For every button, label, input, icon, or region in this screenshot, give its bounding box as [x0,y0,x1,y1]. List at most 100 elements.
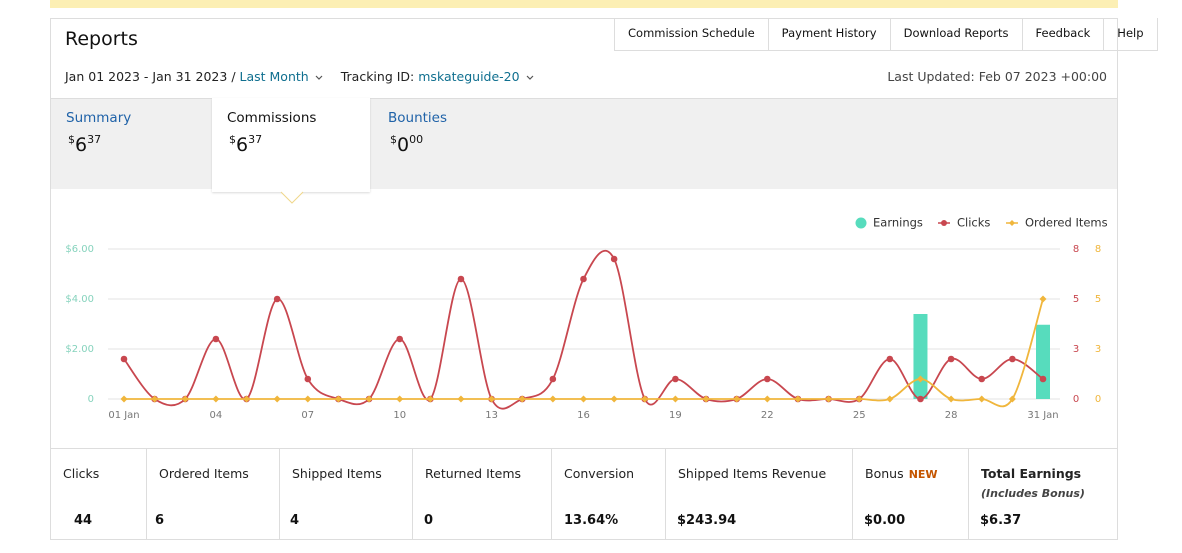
amount-whole: 6 [75,134,88,156]
nav-bar: Commission Schedule Payment History Down… [614,18,1158,51]
x-tick-label: 19 [669,410,682,421]
x-tick-label: 04 [210,410,223,421]
point [886,355,894,363]
stat-value: $243.94 [677,513,737,528]
point [641,395,649,403]
line [123,249,1044,410]
x-tick-label: 22 [761,410,774,421]
point [1039,375,1047,383]
legend-swatch [941,220,947,226]
point [457,275,465,283]
point [488,395,496,403]
point [304,375,312,383]
x-tick-label: 01 Jan [108,410,139,421]
nav-button[interactable]: Download Reports [891,18,1023,50]
point [672,375,679,383]
point [212,395,220,403]
nav-button[interactable]: Commission Schedule [615,18,769,50]
nav-button[interactable]: Help [1104,18,1158,50]
stat-cell: Shipped Items Revenue $243.94 [666,449,853,539]
tab-label: Summary [66,110,132,126]
nav-button[interactable]: Payment History [769,18,891,50]
y-tick-label: 8 [1073,244,1079,255]
point [764,375,771,383]
chevron [526,75,534,80]
stat-value: 4 [290,513,300,528]
y-tick-label: 5 [1073,294,1079,305]
chevron [315,75,323,80]
separator: / [231,69,236,84]
nav-button[interactable]: Feedback [1023,18,1105,50]
point [396,335,404,343]
y-tick-label: 8 [1095,244,1101,255]
legend-swatch [1009,220,1015,226]
reports-card [50,18,1118,540]
x-tick-label: 28 [945,410,958,421]
point [518,395,526,403]
stat-label: Clicks [63,466,100,481]
point [855,395,863,403]
last-updated: Last Updated: Feb 07 2023 +00:00 [887,69,1107,84]
point [304,395,312,403]
stat-value: $0.00 [864,513,906,528]
point [1009,355,1016,363]
y-tick-label: 0 [88,394,94,405]
stat-value: 0 [424,513,434,528]
currency: $ [68,133,75,146]
amount-whole: 0 [397,134,410,156]
point [120,395,128,403]
amount-whole: 6 [236,134,249,156]
active-tab-box [212,98,370,192]
period-dropdown[interactable]: Last Month [239,69,309,84]
point [580,395,587,403]
tracking-dropdown[interactable]: mskateguide-20 [418,69,520,84]
point [334,395,342,403]
amount-fraction: 37 [248,133,263,146]
y-tick-label: 0 [1073,394,1079,405]
stat-cell: Returned Items 0 [413,449,552,539]
point [549,375,557,383]
stat-cell: Conversion 13.64% [552,449,666,539]
stat-value: 44 [74,513,93,528]
tab-band [51,98,1117,189]
point [886,395,894,403]
point [396,395,404,403]
x-tick-label: 10 [393,410,406,421]
point [457,395,465,403]
legend-swatch [855,217,867,229]
y-tick-label: $2.00 [65,344,94,355]
point [212,335,220,343]
amount-fraction: 37 [87,133,102,146]
point [151,395,159,403]
stat-label: Total Earnings [981,466,1082,481]
point [273,295,281,303]
y-tick-label: 3 [1073,344,1079,355]
stat-label: Shipped Items [292,466,382,481]
page-title: Reports [65,28,138,50]
point [549,395,557,403]
bounties-tab[interactable]: Bounties $000 [388,110,447,156]
point [978,375,986,383]
stat-value: $6.37 [980,513,1022,528]
tab-label: Commissions [227,110,317,126]
stat-cell: Ordered Items 6 [147,449,280,539]
new-badge: NEW [908,468,938,481]
stat-label: Bonus [865,466,904,481]
legend-label: Earnings [873,216,923,230]
x-tick-label: 25 [853,410,866,421]
currency: $ [390,133,397,146]
point [1039,295,1047,303]
legend-label: Clicks [957,216,990,230]
x-tick-label: 07 [301,410,314,421]
point [794,395,802,403]
point [243,395,251,403]
tab-label: Bounties [388,110,448,126]
line [123,298,1044,408]
commissions-tab[interactable]: Commissions $637 [227,110,316,156]
tracking-label: Tracking ID: [340,69,415,84]
point [1008,395,1016,403]
stat-value: 13.64% [564,513,619,528]
summary-tab[interactable]: Summary $637 [66,110,131,156]
y-tick-label: 3 [1095,344,1101,355]
